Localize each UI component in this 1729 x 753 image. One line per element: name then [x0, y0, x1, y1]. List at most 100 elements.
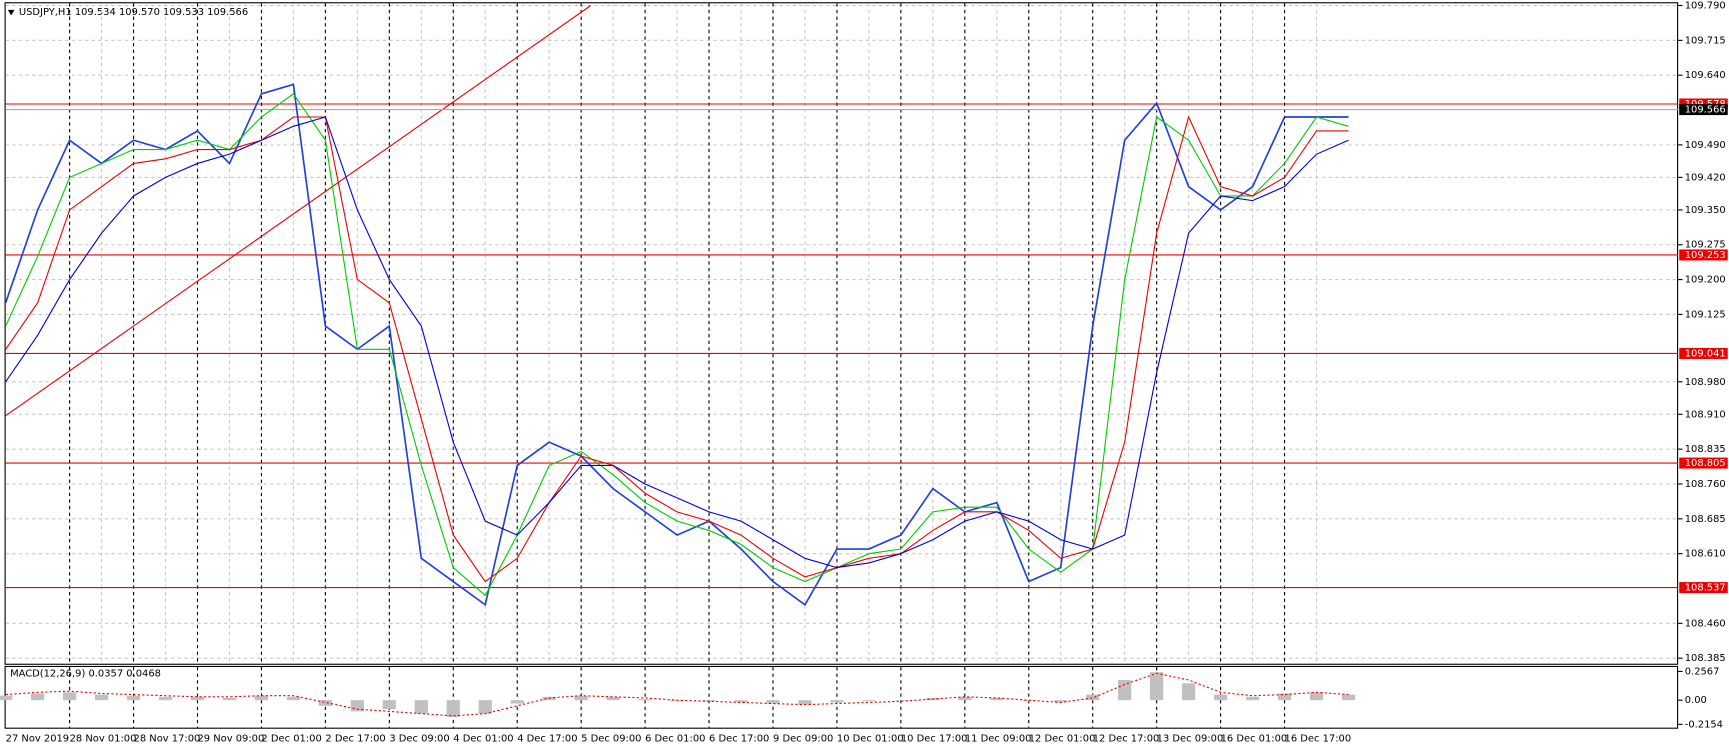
macd-bar	[318, 700, 332, 706]
level-label-box	[1679, 347, 1728, 359]
y-tick-label: 108.685	[1685, 514, 1726, 525]
x-tick-label: 13 Dec 09:00	[1157, 734, 1224, 745]
x-tick-label: 28 Nov 01:00	[70, 734, 137, 745]
macd-bar	[734, 700, 748, 703]
y-tick-label: 109.790	[1685, 1, 1726, 12]
x-tick-label: 16 Dec 17:00	[1285, 734, 1352, 745]
series-line	[4, 83, 1349, 607]
macd-bar	[478, 700, 492, 714]
y-tick-label: 109.125	[1685, 309, 1726, 320]
x-tick-label: 12 Dec 01:00	[1029, 734, 1096, 745]
y-tick-label: 109.715	[1685, 35, 1726, 46]
current-price-label: 109.566	[1685, 105, 1726, 116]
main-panel	[4, 2, 1679, 665]
level-label-box	[1679, 457, 1728, 469]
macd-bar	[31, 693, 45, 701]
y-tick-label: 108.835	[1685, 444, 1726, 455]
x-tick-label: 10 Dec 01:00	[837, 734, 904, 745]
trendline	[5, 5, 592, 417]
x-tick-label: 10 Dec 17:00	[901, 734, 968, 745]
macd-bar	[254, 695, 269, 701]
macd-bar	[414, 700, 428, 714]
x-tick-label: 28 Nov 17:00	[134, 734, 201, 745]
level-label-box	[1679, 582, 1728, 594]
series-line	[5, 115, 1349, 583]
x-tick-label: 2 Dec 01:00	[261, 734, 321, 745]
macd-bar	[0, 695, 13, 701]
macd-bar	[1277, 693, 1292, 701]
macd-bar	[990, 697, 1004, 701]
y-tick-label: 108.910	[1685, 409, 1726, 420]
y-tick-label: 108.385	[1685, 653, 1726, 664]
macd-bar	[1086, 694, 1100, 701]
y-tick-label: 108.760	[1685, 479, 1726, 490]
macd-bar	[1022, 700, 1036, 702]
level-label-box	[1679, 98, 1728, 110]
macd-bar	[1341, 694, 1356, 701]
x-tick-label: 6 Dec 17:00	[709, 734, 769, 745]
x-tick-label: 4 Dec 01:00	[453, 734, 513, 745]
x-tick-label: 16 Dec 01:00	[1221, 734, 1288, 745]
y-tick-label: 109.420	[1685, 172, 1726, 183]
macd-bar	[94, 694, 109, 701]
level-label: 109.253	[1685, 250, 1726, 261]
macd-bar	[1182, 683, 1196, 701]
x-tick-label: 6 Dec 01:00	[645, 734, 705, 745]
macd-bar	[798, 700, 812, 705]
x-tick-label: 29 Nov 09:00	[197, 734, 264, 745]
y2-tick-label: -0.2154	[1685, 719, 1723, 730]
y-tick-label: 108.460	[1685, 618, 1726, 629]
level-label: 108.537	[1685, 583, 1726, 594]
y-tick-label: 108.980	[1685, 377, 1726, 388]
macd-bar	[222, 697, 237, 701]
macd-bar	[1054, 700, 1068, 703]
x-tick-label: 5 Dec 09:00	[581, 734, 641, 745]
level-label-box	[1679, 249, 1728, 261]
x-tick-label: 2 Dec 17:00	[325, 734, 385, 745]
y-tick-label: 109.350	[1685, 205, 1726, 216]
macd-bar	[382, 700, 396, 710]
menu-triangle[interactable]	[7, 9, 15, 16]
macd-signal	[5, 672, 1349, 717]
y-tick-label: 109.490	[1685, 140, 1726, 151]
x-tick-label: 27 Nov 2019	[6, 734, 69, 745]
macd-bar	[574, 695, 588, 701]
x-tick-label: 3 Dec 09:00	[389, 734, 449, 745]
macd-bar	[670, 700, 684, 702]
y-tick-label: 109.640	[1685, 70, 1726, 81]
macd-bar	[158, 696, 173, 701]
macd-bar	[862, 700, 876, 702]
macd-bar	[1213, 694, 1228, 701]
level-label: 108.805	[1685, 458, 1726, 469]
macd-bar	[958, 696, 972, 701]
macd-bar	[126, 695, 141, 701]
macd-bar	[1118, 680, 1132, 701]
macd-bar	[62, 692, 77, 701]
series-line	[5, 116, 1349, 569]
macd-title: MACD(12,26,9) 0.0357 0.0468	[10, 669, 161, 680]
level-label: 109.041	[1685, 348, 1726, 359]
macd-bar	[286, 696, 301, 701]
macd-bar	[894, 700, 908, 701]
current-price-box	[1679, 104, 1728, 116]
macd-bar	[830, 700, 844, 703]
y-tick-label: 108.610	[1685, 549, 1726, 560]
macd-bar	[446, 700, 460, 718]
macd-bar	[350, 700, 364, 712]
macd-bar	[606, 696, 620, 701]
x-tick-label: 4 Dec 17:00	[517, 734, 577, 745]
macd-bar	[766, 700, 780, 704]
x-tick-label: 11 Dec 09:00	[965, 734, 1032, 745]
macd-bar	[190, 696, 205, 701]
macd-bar	[702, 700, 716, 702]
macd-bar	[1150, 672, 1164, 701]
x-tick-label: 9 Dec 09:00	[773, 734, 833, 745]
y2-tick-label: 0.00	[1685, 695, 1707, 706]
macd-bar	[1309, 692, 1324, 701]
y-tick-label: 109.200	[1685, 275, 1726, 286]
macd-bar	[638, 699, 652, 701]
macd-bar	[1245, 696, 1260, 701]
